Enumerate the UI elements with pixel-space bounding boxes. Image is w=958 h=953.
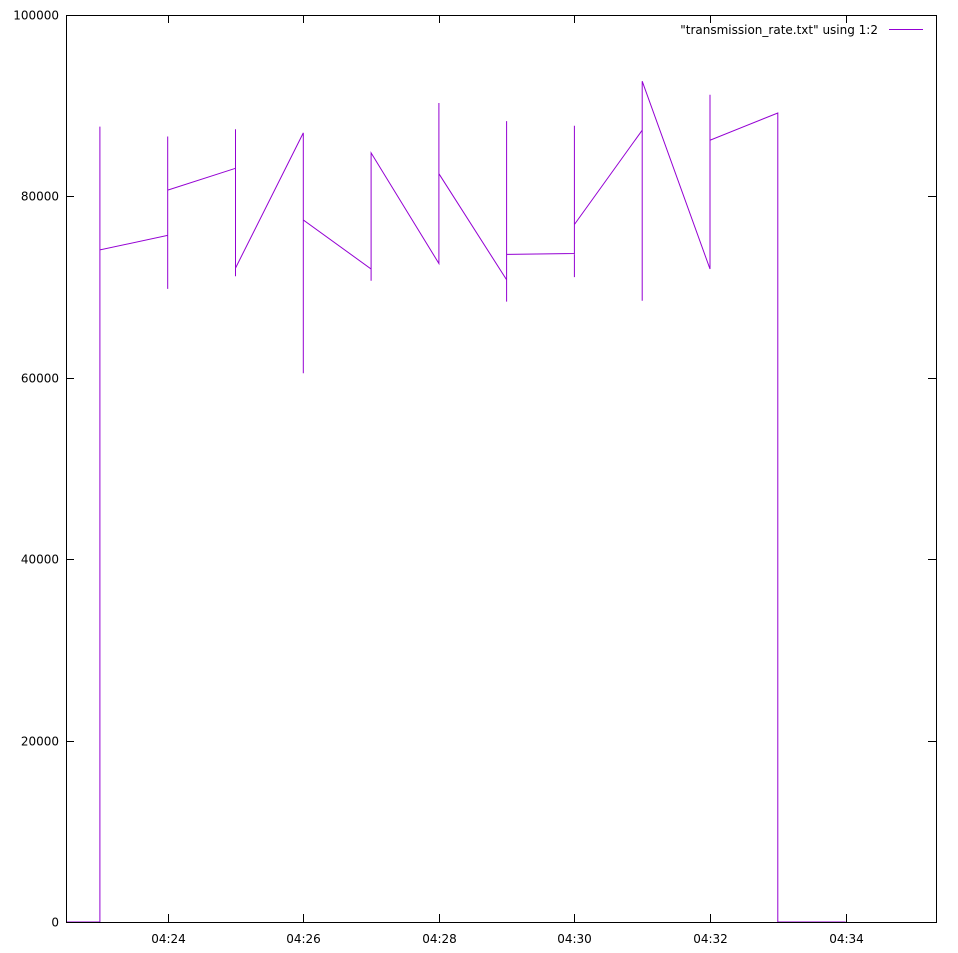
x-tick-label: 04:34 bbox=[829, 932, 864, 946]
x-tick-label: 04:24 bbox=[151, 932, 186, 946]
y-tick-label: 100000 bbox=[13, 9, 59, 23]
series-layer bbox=[66, 81, 846, 923]
x-axis: 04:24 04:26 04:28 04:30 04:32 04:34 bbox=[151, 15, 864, 946]
x-tick-label: 04:28 bbox=[422, 932, 457, 946]
x-tick-label: 04:32 bbox=[693, 932, 728, 946]
y-tick-label: 40000 bbox=[21, 553, 59, 567]
legend: "transmission_rate.txt" using 1:2 bbox=[680, 23, 923, 37]
y-tick-label: 60000 bbox=[21, 372, 59, 386]
y-tick-label: 20000 bbox=[21, 735, 59, 749]
y-tick-label: 80000 bbox=[21, 190, 59, 204]
series-line bbox=[66, 81, 846, 923]
x-tick-label: 04:26 bbox=[286, 932, 321, 946]
y-tick-label: 0 bbox=[51, 916, 59, 930]
y-axis: 0 20000 40000 60000 80000 100000 bbox=[13, 9, 936, 930]
plot-border bbox=[66, 15, 937, 923]
x-tick-label: 04:30 bbox=[557, 932, 592, 946]
legend-label: "transmission_rate.txt" using 1:2 bbox=[680, 23, 878, 37]
